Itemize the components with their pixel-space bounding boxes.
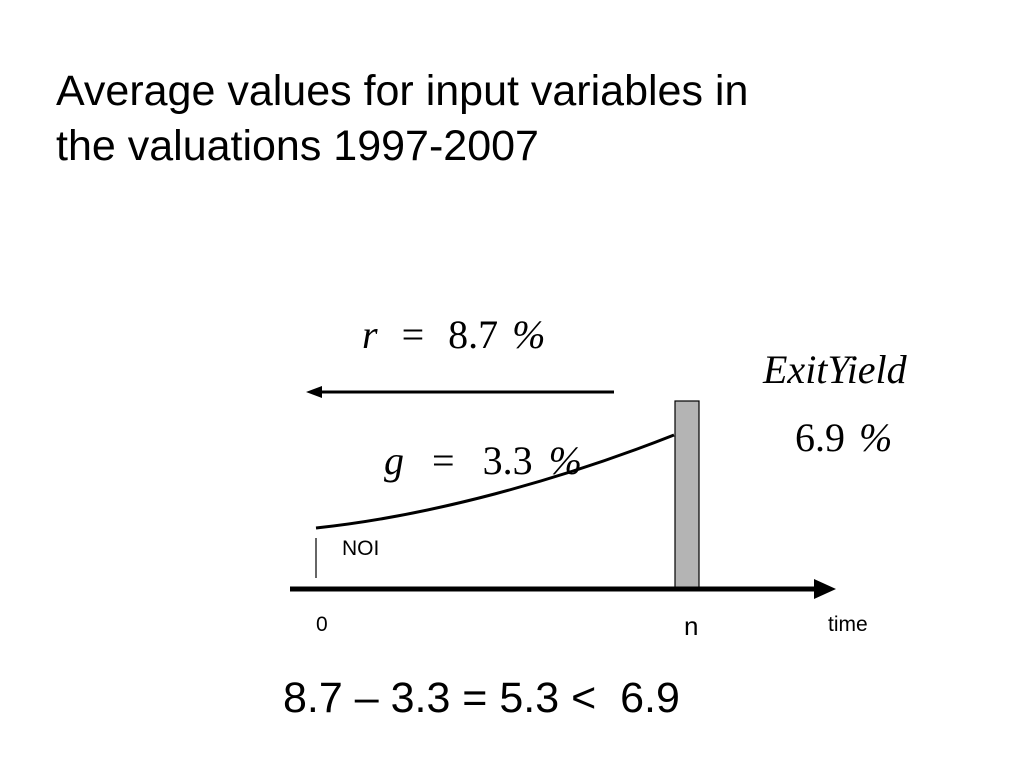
noi-growth-curve [315,433,675,530]
r-equals: = [402,312,425,357]
exit-yield-label: ExitYield [762,347,908,392]
title-line-1: Average values for input variables in [56,67,749,115]
exit-yield-percent: % [859,415,892,460]
axis-n-label: n [684,611,698,641]
axis-start-label: 0 [316,613,328,636]
title-line-2: the valuations 1997-2007 [56,122,539,170]
time-axis-arrowhead [814,579,836,599]
axis-time-label: time [828,613,868,636]
r-variable: r [362,312,378,357]
exit-value-bar [674,400,700,589]
slide-title: Average values for input variables in th… [56,64,956,174]
g-variable: g [384,438,404,483]
r-percent: % [512,312,545,357]
discount-rate-label: r = 8.7 % [362,312,545,357]
comparison-equation: 8.7 – 3.3 = 5.3 < 6.9 [283,674,680,722]
discount-arrowhead [306,386,322,398]
noi-label: NOI [342,537,379,560]
r-value: 8.7 [448,312,498,357]
g-equals: = [432,438,455,483]
exit-yield-value: 6.9 [795,415,845,460]
exit-yield-value-group: 6.9 % [795,415,892,460]
growth-rate-label: g = 3.3 % [384,438,582,483]
g-value: 3.3 [483,438,533,483]
